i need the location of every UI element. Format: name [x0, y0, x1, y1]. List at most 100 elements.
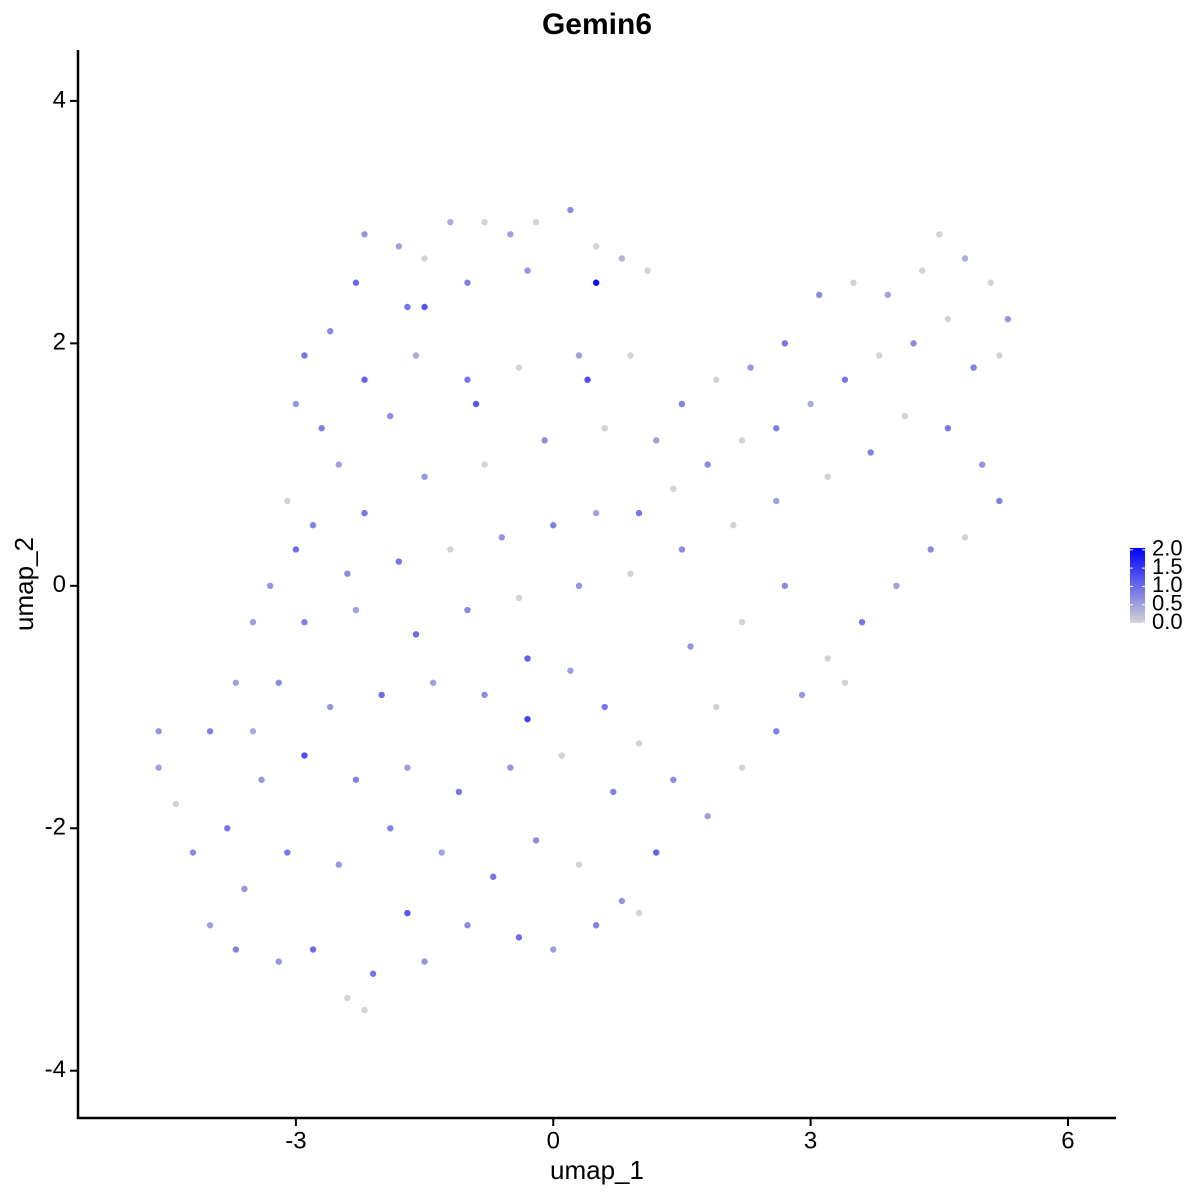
- point: [232, 946, 240, 953]
- x-tick-label: 3: [804, 1127, 817, 1154]
- point: [464, 376, 471, 383]
- point: [601, 703, 608, 711]
- point: [344, 570, 351, 577]
- point: [309, 522, 317, 529]
- point: [472, 400, 480, 408]
- point: [421, 303, 428, 311]
- point: [550, 522, 557, 529]
- point: [292, 400, 300, 408]
- point: [284, 849, 291, 856]
- point: [961, 255, 969, 262]
- point: [1004, 315, 1012, 323]
- point: [524, 267, 531, 274]
- point: [395, 243, 403, 250]
- point: [824, 655, 831, 662]
- point: [584, 376, 591, 383]
- point: [918, 267, 926, 274]
- point: [455, 788, 463, 796]
- point: [172, 800, 179, 808]
- point: [996, 352, 1003, 359]
- point: [773, 425, 780, 432]
- point: [507, 231, 514, 238]
- point: [352, 606, 360, 614]
- point: [387, 412, 394, 420]
- point: [927, 546, 934, 553]
- point: [369, 970, 377, 977]
- point: [447, 218, 454, 226]
- point: [404, 909, 411, 917]
- point: [678, 400, 686, 408]
- colorbar-label: 1.0: [1152, 572, 1183, 597]
- point: [412, 352, 420, 359]
- point: [249, 618, 257, 626]
- point: [592, 509, 600, 517]
- point: [421, 958, 428, 965]
- chart-title: Gemin6: [542, 8, 652, 41]
- point: [893, 582, 900, 590]
- point: [335, 461, 342, 468]
- point: [421, 255, 428, 262]
- point: [618, 255, 626, 262]
- colorbar-label: 0.0: [1152, 609, 1183, 634]
- point: [936, 231, 943, 238]
- y-tick-label: 4: [53, 86, 66, 113]
- point: [747, 364, 754, 371]
- point: [738, 764, 746, 771]
- point: [592, 243, 600, 250]
- point: [978, 461, 986, 468]
- point: [241, 885, 248, 893]
- point: [395, 558, 403, 565]
- point: [224, 825, 231, 832]
- point: [567, 667, 574, 674]
- point: [575, 352, 583, 359]
- point: [361, 1006, 368, 1014]
- point: [910, 340, 917, 347]
- point: [815, 291, 823, 299]
- point: [601, 425, 608, 432]
- point: [652, 849, 660, 856]
- point: [558, 752, 566, 759]
- y-tick-label: 2: [53, 329, 66, 356]
- x-tick-label: 6: [1061, 1127, 1074, 1154]
- point: [498, 534, 505, 541]
- point: [987, 279, 994, 286]
- point: [901, 412, 909, 420]
- point: [464, 606, 471, 614]
- point: [781, 340, 789, 347]
- colorbar-label: 2.0: [1152, 536, 1183, 561]
- point: [618, 897, 626, 905]
- point: [884, 291, 892, 299]
- point: [507, 764, 514, 771]
- point: [515, 364, 523, 371]
- point: [344, 994, 351, 1002]
- point: [610, 788, 617, 796]
- point: [996, 497, 1003, 505]
- point: [635, 509, 643, 517]
- x-tick-label: -3: [285, 1127, 306, 1154]
- point: [807, 400, 814, 408]
- point: [421, 473, 428, 480]
- point: [567, 206, 574, 214]
- point: [670, 776, 677, 783]
- y-tick-label: 0: [53, 571, 66, 598]
- point: [635, 909, 643, 917]
- point: [773, 497, 780, 505]
- point: [961, 534, 969, 541]
- point: [387, 825, 394, 832]
- point: [266, 582, 274, 590]
- point: [378, 691, 385, 699]
- point: [361, 231, 368, 238]
- point: [301, 752, 308, 759]
- point: [730, 522, 737, 529]
- y-tick-label: -2: [45, 814, 66, 841]
- point: [592, 922, 600, 929]
- x-axis-label: umap_1: [550, 1155, 644, 1185]
- point: [704, 461, 711, 468]
- point: [592, 279, 600, 286]
- point: [627, 352, 634, 359]
- point: [627, 570, 634, 577]
- point: [532, 218, 540, 226]
- point: [490, 873, 497, 880]
- point: [464, 279, 471, 286]
- point: [327, 703, 334, 711]
